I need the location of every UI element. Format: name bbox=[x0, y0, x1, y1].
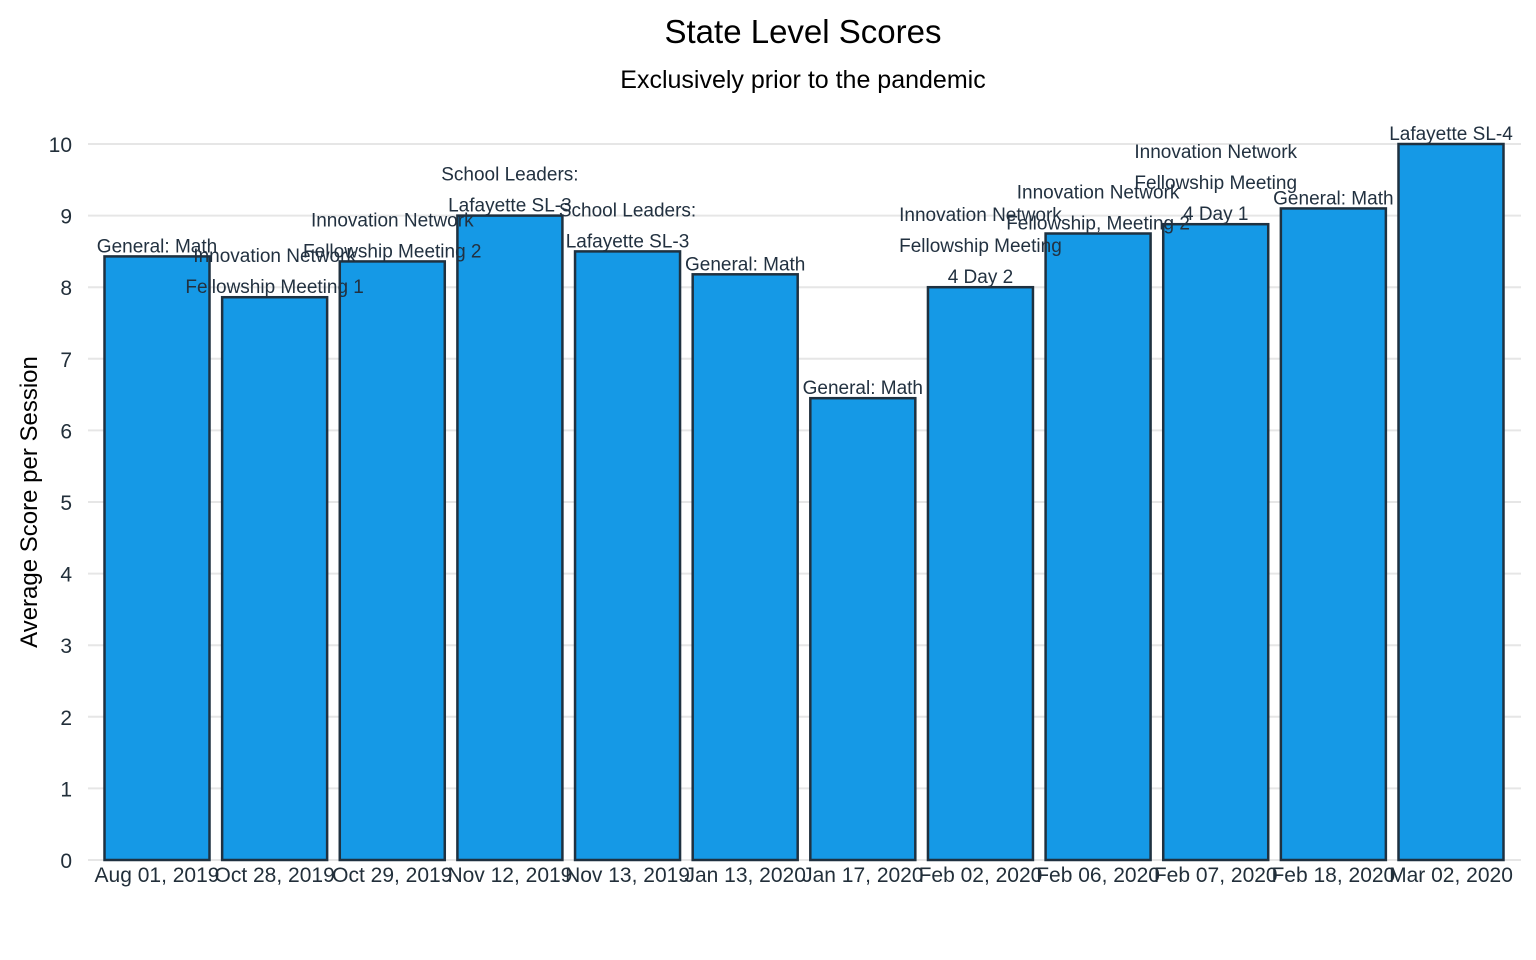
bar-label: Fellowship Meeting bbox=[899, 236, 1062, 257]
bar bbox=[338, 260, 447, 862]
bar bbox=[456, 214, 564, 862]
bar bbox=[1397, 142, 1505, 862]
bar-label: Lafayette SL-3 bbox=[566, 231, 690, 252]
x-tick-label: Oct 28, 2019 bbox=[215, 864, 335, 887]
bar-label: Fellowship Meeting 1 bbox=[185, 277, 363, 298]
bar-label: School Leaders: bbox=[441, 165, 578, 186]
bar-label: Innovation Network bbox=[1134, 142, 1297, 163]
bar-label: 4 Day 1 bbox=[1183, 204, 1248, 225]
bar bbox=[103, 255, 211, 862]
x-tick-label: Aug 01, 2019 bbox=[95, 864, 220, 887]
x-tick-label: Oct 29, 2019 bbox=[332, 864, 452, 887]
bar-label: Innovation Network bbox=[899, 205, 1062, 226]
x-tick-label: Feb 02, 2020 bbox=[919, 864, 1043, 887]
bar-label: General: Math bbox=[1273, 188, 1393, 209]
x-tick-label: Feb 06, 2020 bbox=[1036, 864, 1160, 887]
y-tick-label: 8 bbox=[60, 277, 72, 300]
y-tick-label: 6 bbox=[60, 420, 72, 443]
y-tick-label: 2 bbox=[60, 707, 72, 730]
x-tick-label: Jan 17, 2020 bbox=[802, 864, 923, 887]
y-tick-label: 10 bbox=[49, 134, 72, 157]
y-tick-label: 0 bbox=[60, 850, 72, 873]
bar-label: Lafayette SL-3 bbox=[448, 196, 572, 217]
x-tick-label: Mar 02, 2020 bbox=[1389, 864, 1513, 887]
bar-label: General: Math bbox=[97, 236, 217, 257]
y-tick-label: 9 bbox=[60, 206, 72, 229]
x-tick-label: Nov 12, 2019 bbox=[447, 864, 572, 887]
y-axis-ticks: 0 1 2 3 4 5 6 7 8 9 10 bbox=[49, 134, 73, 873]
bar-label: Innovation Network bbox=[193, 246, 356, 267]
bar-label: 4 Day 2 bbox=[948, 267, 1013, 288]
x-tick-label: Feb 18, 2020 bbox=[1271, 864, 1395, 887]
bar-label: Fellowship Meeting 2 bbox=[303, 241, 481, 262]
bar bbox=[1044, 232, 1152, 862]
y-tick-label: 4 bbox=[60, 564, 72, 587]
bar bbox=[926, 285, 1035, 862]
bar bbox=[691, 273, 799, 862]
bar-label: General: Math bbox=[685, 254, 805, 275]
y-tick-label: 7 bbox=[60, 349, 72, 372]
x-tick-label: Feb 07, 2020 bbox=[1154, 864, 1278, 887]
bar-label: School Leaders: bbox=[559, 200, 696, 221]
y-tick-label: 5 bbox=[60, 492, 72, 515]
x-tick-label: Jan 13, 2020 bbox=[684, 864, 805, 887]
bar-label: Lafayette SL-4 bbox=[1389, 124, 1513, 145]
chart-title: State Level Scores bbox=[665, 13, 942, 50]
bar-label: Fellowship, Meeting 2 bbox=[1006, 214, 1190, 235]
y-tick-label: 1 bbox=[60, 778, 72, 801]
x-tick-label: Nov 13, 2019 bbox=[565, 864, 690, 887]
bar bbox=[573, 250, 682, 862]
bar bbox=[220, 295, 329, 862]
bar-label: Innovation Network bbox=[311, 210, 474, 231]
bar-label: General: Math bbox=[803, 378, 923, 399]
y-tick-label: 3 bbox=[60, 635, 72, 658]
bar-label: Fellowship Meeting bbox=[1134, 173, 1297, 194]
bar-label: Innovation Network bbox=[1017, 183, 1180, 204]
bar bbox=[1279, 207, 1388, 862]
chart-subtitle: Exclusively prior to the pandemic bbox=[620, 66, 985, 94]
bar bbox=[809, 396, 917, 862]
bar bbox=[1161, 222, 1270, 862]
bars bbox=[103, 142, 1505, 862]
y-axis-label: Average Score per Session bbox=[16, 356, 43, 648]
